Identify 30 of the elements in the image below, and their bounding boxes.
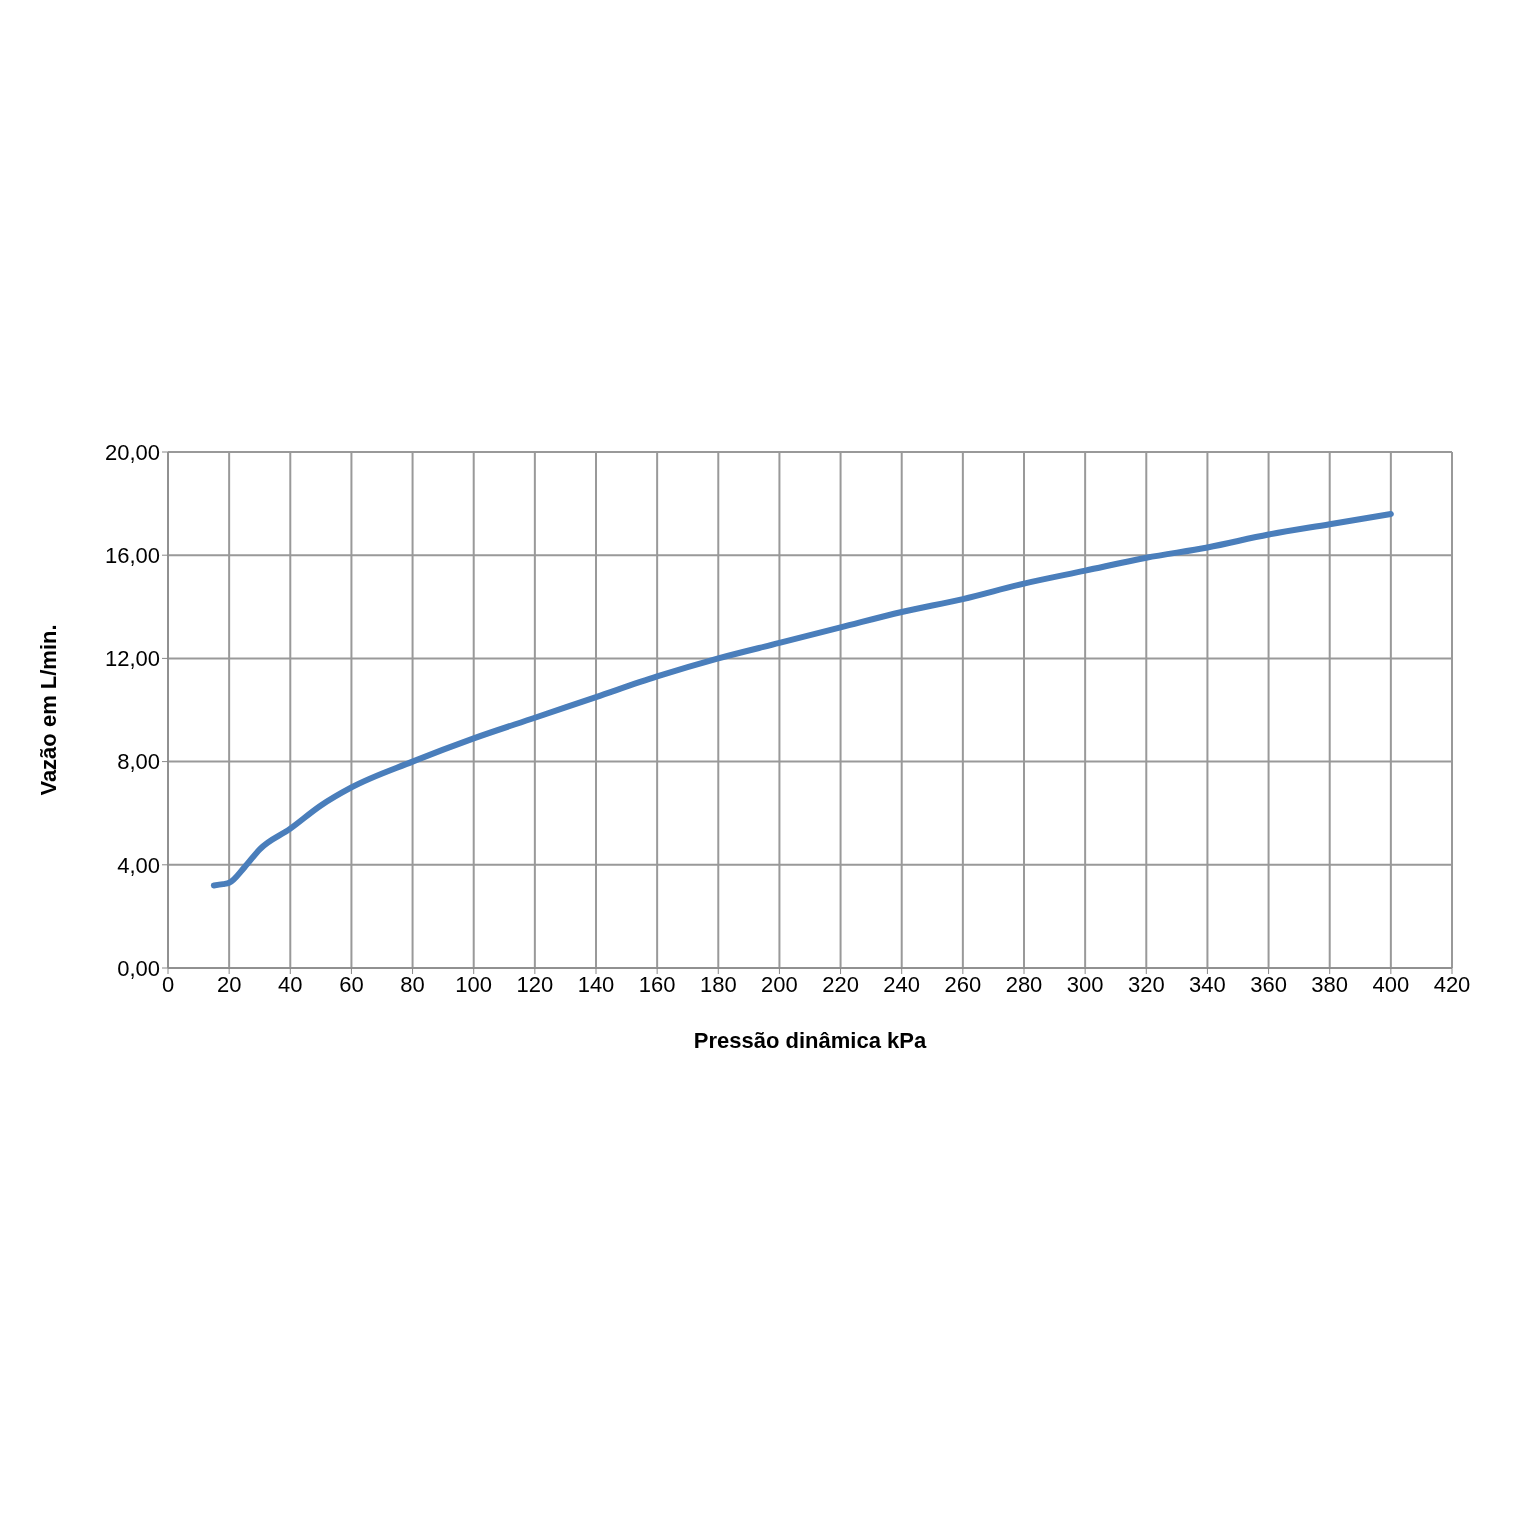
x-tick-label: 140: [577, 971, 615, 997]
x-axis-title: Pressão dinâmica kPa: [693, 1028, 927, 1053]
x-tick-label: 240: [883, 971, 921, 997]
x-tick-label: 380: [1311, 971, 1349, 997]
x-tick-label: 320: [1127, 971, 1165, 997]
x-tick-label: 100: [455, 971, 493, 997]
x-tick-label: 0: [161, 971, 175, 997]
y-tick-label: 8,00: [117, 749, 160, 775]
y-tick-label: 12,00: [104, 646, 160, 672]
x-tick-label: 360: [1250, 971, 1287, 997]
x-tick-label: 220: [822, 971, 859, 997]
x-tick-label: 420: [1433, 971, 1471, 997]
x-tick-label: 260: [944, 971, 982, 997]
x-tick-label: 180: [699, 971, 737, 997]
x-tick-label: 80: [400, 971, 425, 997]
x-tick-label: 340: [1189, 971, 1226, 997]
x-tick-label: 300: [1066, 971, 1104, 997]
x-tick-label: 400: [1372, 971, 1410, 997]
y-tick-label: 0,00: [117, 955, 160, 981]
y-axis-title: Vazão em L/min.: [35, 624, 61, 796]
x-tick-label: 40: [278, 971, 303, 997]
x-tick-label: 200: [761, 971, 798, 997]
y-tick-label: 16,00: [104, 543, 160, 569]
x-tick-label: 160: [638, 971, 676, 997]
x-tick-label: 120: [516, 971, 554, 997]
x-tick-label: 280: [1005, 971, 1043, 997]
y-tick-label: 4,00: [117, 852, 160, 878]
y-tick-label: 20,00: [104, 439, 160, 465]
x-tick-label: 60: [339, 971, 364, 997]
x-tick-label: 20: [216, 971, 242, 997]
